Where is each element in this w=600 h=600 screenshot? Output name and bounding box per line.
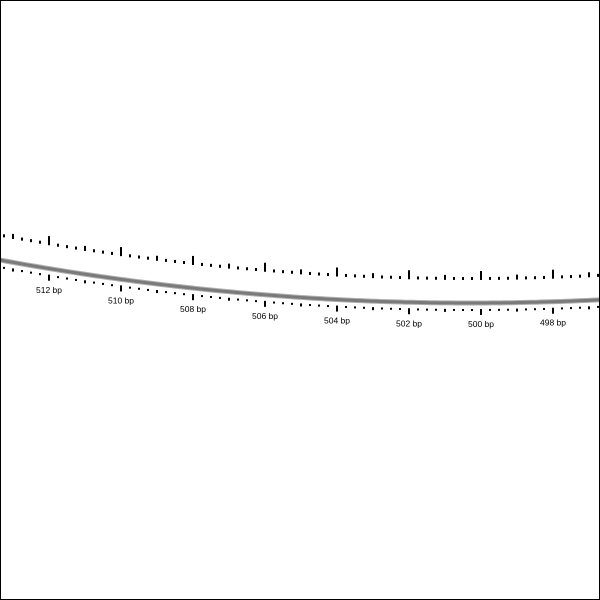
outer-tick-marks [3, 266, 599, 315]
bp-label: 500 bp [468, 319, 494, 329]
bp-label: 498 bp [540, 318, 566, 328]
sequence-backbone [1, 258, 599, 305]
bp-label: 508 bp [180, 304, 206, 314]
bp-label: 510 bp [108, 296, 134, 306]
bp-label: 502 bp [396, 318, 422, 328]
bp-label: 506 bp [252, 311, 278, 321]
bp-labels: 512 bp 510 bp 508 bp 506 bp 504 bp 502 b… [36, 285, 566, 329]
bp-label: 512 bp [36, 285, 62, 295]
inner-tick-marks [3, 233, 599, 280]
bp-label: 504 bp [324, 316, 350, 326]
